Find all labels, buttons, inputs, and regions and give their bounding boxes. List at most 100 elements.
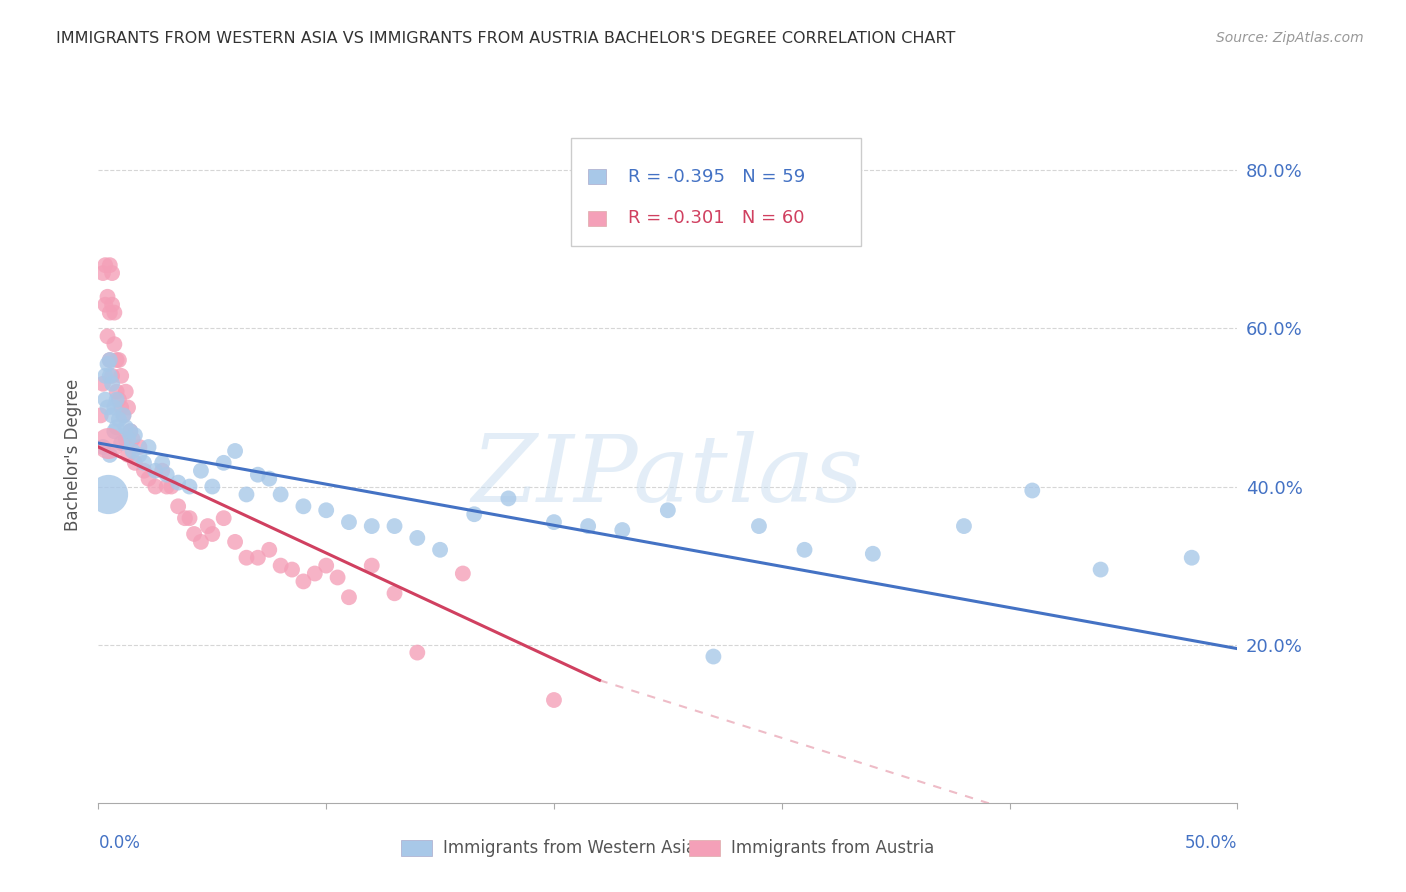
Point: [110, 436, 132, 450]
Point: [98, 368, 121, 383]
Point: [451, 566, 474, 581]
Point: [702, 649, 724, 664]
Point: [190, 534, 212, 549]
Text: ZIPatlas: ZIPatlas: [472, 431, 863, 521]
Point: [384, 519, 406, 533]
Point: [463, 507, 485, 521]
Point: [90, 409, 112, 423]
Point: [337, 515, 360, 529]
Point: [304, 566, 326, 581]
Point: [212, 456, 235, 470]
Point: [406, 646, 429, 660]
Point: [429, 542, 451, 557]
Point: [862, 547, 884, 561]
Point: [270, 487, 292, 501]
Point: [101, 298, 124, 312]
Point: [98, 448, 121, 462]
Point: [105, 384, 128, 399]
Point: [117, 401, 139, 415]
Point: [108, 392, 131, 407]
Point: [259, 542, 281, 557]
Text: IMMIGRANTS FROM WESTERN ASIA VS IMMIGRANTS FROM AUSTRIA BACHELOR'S DEGREE CORREL: IMMIGRANTS FROM WESTERN ASIA VS IMMIGRAN…: [56, 31, 956, 46]
Point: [179, 511, 201, 525]
Point: [132, 464, 155, 478]
Text: Immigrants from Austria: Immigrants from Austria: [731, 839, 935, 857]
Point: [96, 401, 118, 415]
Point: [212, 511, 235, 525]
Point: [110, 401, 132, 415]
Point: [94, 258, 117, 272]
Point: [96, 290, 118, 304]
Point: [101, 266, 124, 280]
Point: [96, 357, 118, 371]
Point: [179, 479, 201, 493]
Point: [105, 420, 128, 434]
Point: [103, 305, 125, 319]
Point: [94, 392, 117, 407]
Point: [91, 266, 114, 280]
Point: [156, 479, 179, 493]
Point: [138, 472, 160, 486]
Point: [281, 563, 304, 577]
Point: [94, 298, 117, 312]
Point: [117, 448, 139, 462]
Point: [101, 376, 124, 391]
Point: [498, 491, 520, 506]
Point: [1090, 563, 1112, 577]
Point: [201, 527, 224, 541]
Point: [315, 558, 337, 573]
Text: Immigrants from Western Asia: Immigrants from Western Asia: [443, 839, 696, 857]
Point: [121, 432, 143, 446]
Point: [96, 487, 118, 501]
Point: [174, 511, 197, 525]
Point: [98, 353, 121, 368]
Point: [124, 428, 146, 442]
Point: [748, 519, 770, 533]
Point: [112, 409, 135, 423]
Point: [246, 467, 269, 482]
Point: [91, 376, 114, 391]
FancyBboxPatch shape: [588, 211, 606, 226]
Point: [114, 420, 136, 434]
Point: [96, 329, 118, 343]
Point: [138, 440, 160, 454]
Point: [224, 534, 246, 549]
Point: [98, 258, 121, 272]
Point: [103, 401, 125, 415]
Text: Source: ZipAtlas.com: Source: ZipAtlas.com: [1216, 31, 1364, 45]
FancyBboxPatch shape: [588, 169, 606, 185]
Point: [103, 337, 125, 351]
Point: [98, 353, 121, 368]
Point: [108, 412, 131, 426]
Point: [197, 519, 219, 533]
Point: [201, 479, 224, 493]
Point: [657, 503, 679, 517]
Point: [326, 570, 349, 584]
Point: [160, 479, 183, 493]
Point: [114, 384, 136, 399]
Point: [120, 424, 142, 438]
Point: [576, 519, 599, 533]
Point: [94, 368, 117, 383]
Point: [156, 467, 179, 482]
Point: [953, 519, 976, 533]
Point: [612, 523, 634, 537]
Text: R = -0.395   N = 59: R = -0.395 N = 59: [628, 168, 806, 186]
Point: [101, 368, 124, 383]
Point: [120, 424, 142, 438]
Y-axis label: Bachelor's Degree: Bachelor's Degree: [65, 379, 83, 531]
Point: [1021, 483, 1043, 498]
Point: [337, 591, 360, 605]
Point: [108, 353, 131, 368]
Point: [98, 305, 121, 319]
Point: [101, 409, 124, 423]
Point: [270, 558, 292, 573]
Text: 0.0%: 0.0%: [98, 834, 141, 852]
Point: [145, 464, 167, 478]
Point: [292, 500, 315, 514]
Point: [112, 409, 135, 423]
Point: [167, 500, 190, 514]
Point: [360, 558, 382, 573]
Point: [543, 515, 565, 529]
Point: [110, 368, 132, 383]
